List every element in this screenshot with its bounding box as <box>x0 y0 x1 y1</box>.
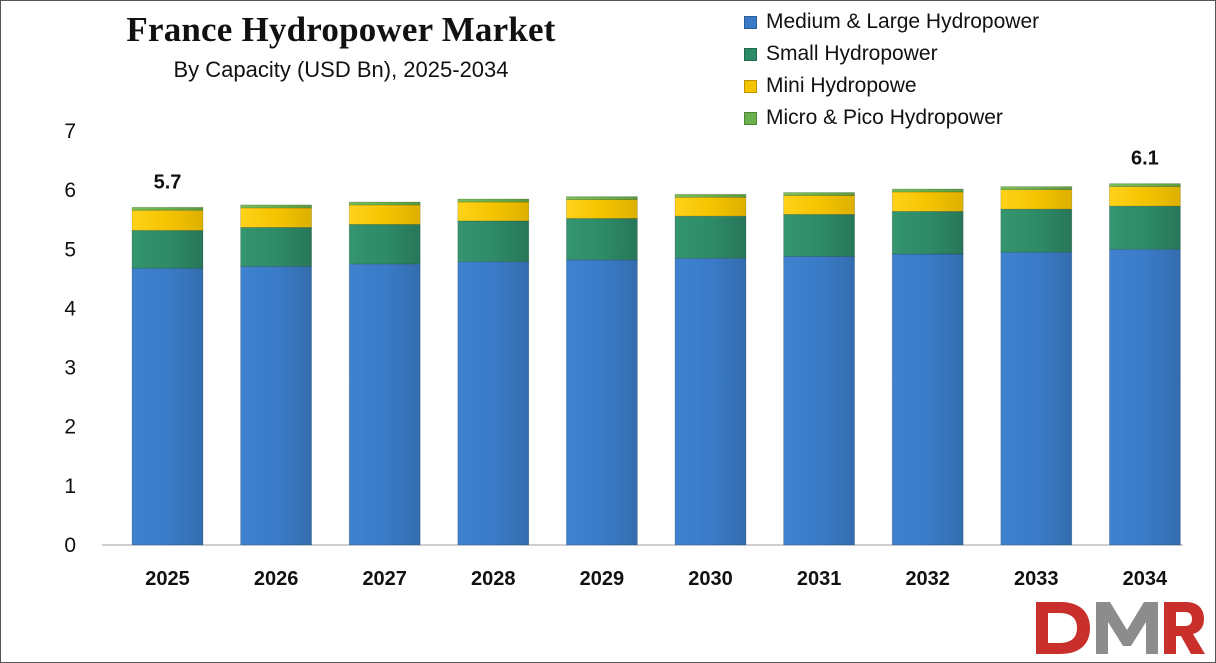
bar-segment <box>1109 248 1181 546</box>
y-tick-label: 6 <box>64 179 76 202</box>
bar-segment <box>240 226 313 267</box>
x-axis: 2025 2026 2027 2028 2029 2030 2031 2032 2033 2034 <box>145 568 1168 590</box>
legend-swatch <box>744 79 757 93</box>
bar-segment <box>783 195 855 215</box>
x-tick-label: 2029 <box>580 568 625 590</box>
bar-segment <box>891 188 964 193</box>
bar-segment <box>457 201 530 222</box>
x-tick-label: 2033 <box>1014 568 1059 590</box>
bar-segment <box>674 215 747 259</box>
bar-segment <box>240 265 313 546</box>
legend-item: Mini Hydropowe <box>744 70 1039 102</box>
y-tick-label: 3 <box>64 357 76 380</box>
bar-segment <box>457 220 530 263</box>
bar-segment <box>783 213 855 257</box>
legend-swatch <box>744 111 757 125</box>
x-tick-label: 2028 <box>471 568 516 590</box>
bar-segment <box>566 199 638 219</box>
bar-segment <box>674 257 747 546</box>
bar-segment <box>240 207 313 228</box>
legend-swatch <box>744 15 757 29</box>
y-tick-label: 5 <box>64 238 76 261</box>
data-label: 6.1 <box>1131 148 1159 170</box>
data-labels: 5.7 6.1 <box>154 148 1159 194</box>
x-tick-label: 2025 <box>145 568 190 590</box>
legend-label: Mini Hydropowe <box>766 74 917 97</box>
legend: Medium & Large Hydropower Small Hydropowe… <box>744 6 1039 134</box>
bar-segment <box>566 218 638 261</box>
x-tick-label: 2027 <box>362 568 407 590</box>
x-tick-label: 2034 <box>1123 568 1168 590</box>
bar-segment <box>457 198 530 203</box>
y-tick-label: 4 <box>64 297 76 320</box>
chart-subtitle: By Capacity (USD Bn), 2025-2034 <box>173 57 509 82</box>
chart-title: France Hydropower Market <box>126 10 556 49</box>
bar-segment <box>348 223 421 265</box>
bar-segment <box>566 196 638 201</box>
y-tick-label: 1 <box>64 475 76 498</box>
bar-segment <box>348 204 421 225</box>
bar-segment <box>1000 189 1073 210</box>
legend-item: Medium & Large Hydropower <box>744 6 1039 38</box>
bar-segment <box>131 209 204 231</box>
bar-segment <box>891 191 964 212</box>
x-tick-label: 2032 <box>905 568 950 590</box>
bar-segment <box>131 267 204 546</box>
bar-segment <box>131 229 204 269</box>
x-tick-label: 2031 <box>797 568 842 590</box>
bar-segment <box>1000 251 1073 546</box>
y-axis: 0 1 2 3 4 5 6 7 <box>64 120 76 557</box>
bar-segment <box>783 255 855 546</box>
bar-segment <box>1000 186 1073 191</box>
bar-segment <box>891 253 964 546</box>
dmr-logo <box>1036 602 1205 654</box>
bar-segment <box>1109 186 1181 207</box>
bar-segment <box>674 193 747 198</box>
bar-segment <box>1000 208 1073 253</box>
bar-segment <box>348 263 421 546</box>
bar-segment <box>566 259 638 546</box>
bar-segment <box>457 261 530 546</box>
y-tick-label: 7 <box>64 120 76 143</box>
bar-segment <box>783 192 855 196</box>
legend-swatch <box>744 47 757 61</box>
legend-label: Medium & Large Hydropower <box>766 10 1040 33</box>
y-tick-label: 2 <box>64 416 76 439</box>
legend-item: Micro & Pico Hydropower <box>744 102 1039 134</box>
bar-segment <box>674 196 747 217</box>
bar-segment <box>240 204 313 209</box>
bar-segment <box>1109 205 1181 250</box>
x-tick-label: 2030 <box>688 568 733 590</box>
data-label: 5.7 <box>154 171 182 193</box>
legend-item: Small Hydropower <box>744 38 1039 70</box>
bar-segment <box>131 206 204 211</box>
bar-segment <box>891 210 964 255</box>
bars <box>131 183 1181 546</box>
y-tick-label: 0 <box>64 534 76 557</box>
bar-segment <box>1109 183 1181 188</box>
bar-segment <box>348 201 421 206</box>
x-tick-label: 2026 <box>254 568 299 590</box>
legend-label: Small Hydropower <box>766 42 938 65</box>
legend-label: Micro & Pico Hydropower <box>766 106 1003 129</box>
